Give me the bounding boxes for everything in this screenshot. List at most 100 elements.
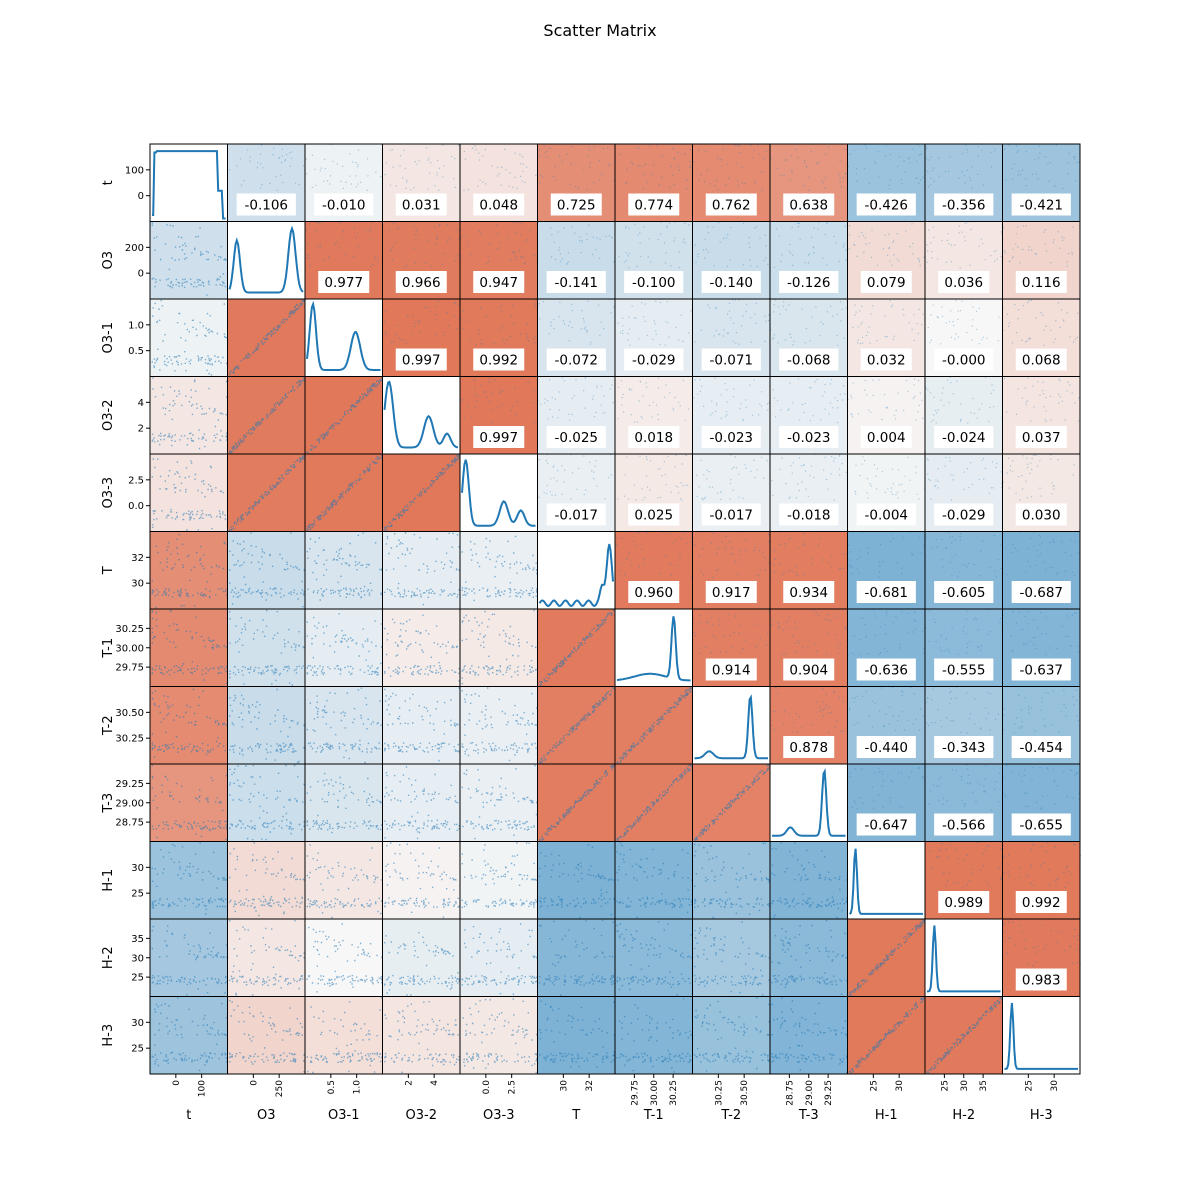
- x-tick-H-2-2: 35: [979, 1080, 989, 1091]
- y-tick-O3-0: 0: [138, 269, 144, 280]
- cell-O3-1-vs-O3-2: 0.997: [383, 300, 461, 371]
- cell-O3-2-vs-T-2: -0.023: [693, 377, 770, 448]
- cell-T-3-vs-T: [539, 764, 615, 841]
- cell-T-2-vs-H-3-corr-box: [1011, 736, 1071, 758]
- cell-H-1-vs-T-1-points: [616, 842, 693, 918]
- x-axis-label-H-3: H-3: [1030, 1108, 1053, 1123]
- cell-T-2-vs-H-2: -0.343: [926, 687, 1004, 758]
- cell-H-1-vs-t-background: [150, 841, 228, 919]
- cell-T-vs-T-2-corr-value: 0.917: [712, 585, 751, 601]
- kde-curve-O3: [228, 225, 304, 294]
- cell-H-1-vs-H-2: 0.989: [929, 841, 1002, 913]
- x-tick-O3-1-1: 1.0: [353, 1080, 363, 1095]
- cell-H-3-vs-H-2: [926, 997, 1003, 1074]
- cell-T-3-vs-O3-2-points: [384, 766, 460, 840]
- cell-O3-3-vs-T-3: -0.018: [771, 453, 848, 526]
- cell-T-3-vs-H-3-corr-box: [1011, 813, 1071, 836]
- cell-O3-2-vs-H-1: 0.004: [849, 376, 924, 448]
- cell-O3-1-vs-H-2-corr-value: -0.000: [942, 353, 986, 369]
- cell-H-2-vs-H-3-corr-value: 0.983: [1022, 973, 1061, 989]
- cell-H-3-vs-T-1: [616, 998, 693, 1073]
- cell-T-2-vs-O3-2-points: [384, 687, 460, 762]
- cell-H-2-vs-T-3: [771, 920, 848, 995]
- cell-t-vs-O3: -0.106: [229, 143, 305, 216]
- cell-O3-1-vs-H-3: 0.068: [1002, 299, 1079, 371]
- x-tick-O3-3-1: 2.5: [508, 1080, 518, 1094]
- cell-H-3-vs-T: [539, 1000, 615, 1068]
- cell-T-3-vs-T-3: [772, 768, 846, 837]
- cell-T-1-vs-O3-1: [306, 613, 383, 676]
- cell-O3-3-vs-H-1: -0.004: [854, 456, 926, 526]
- cell-T-2-vs-O3-1-background: [305, 686, 383, 764]
- cell-T-vs-H-1: -0.681: [848, 531, 926, 603]
- y-tick-H-2-1: 30: [131, 953, 144, 964]
- cell-T-3-vs-H-3-corr-value: -0.655: [1019, 818, 1063, 834]
- y-tick-T-1-2: 30.25: [115, 624, 144, 635]
- cell-O3-2-vs-H-3-corr-box: [1015, 426, 1067, 448]
- cell-T-1-vs-H-1-corr-box: [856, 658, 916, 681]
- cell-H-3-vs-O3-2-points: [384, 1001, 460, 1073]
- cell-O3-vs-T-1-corr-value: -0.100: [632, 275, 676, 291]
- y-axis-label-O3-2: O3-2: [101, 400, 116, 431]
- cell-O3-vs-H-3: 0.116: [1002, 225, 1081, 293]
- cell-T-3-vs-T-points: [539, 764, 615, 841]
- cell-T-2-vs-H-3-corr-value: -0.454: [1019, 740, 1063, 756]
- cell-H-2-vs-O3-background: [227, 919, 305, 997]
- cell-T-vs-T-3-corr-value: 0.934: [789, 585, 828, 601]
- cell-T-vs-O3-2-points: [384, 532, 460, 606]
- cell-H-2-vs-O3-3: [461, 923, 538, 995]
- cell-T-3-vs-H-1-corr-value: -0.647: [864, 818, 908, 834]
- cell-H-1-vs-T-background: [537, 841, 615, 919]
- cell-H-2-vs-H-3-corr-box: [1015, 968, 1067, 991]
- cell-T-vs-t: [151, 534, 228, 609]
- cell-H-1-vs-T: [539, 844, 615, 919]
- cell-O3-3-vs-T-1-corr-box: [628, 503, 680, 526]
- x-tick-H-1-1: 30: [895, 1080, 905, 1092]
- cell-H-3-vs-T-1-points: [616, 998, 693, 1073]
- axis-labels: t 0 100 t 0 100 O3 0 250 O3 0 200 O3-1 0.5 1.0 O3-1 0.5 1…: [101, 165, 1060, 1123]
- cell-O3-vs-T-3: -0.126: [773, 221, 847, 293]
- cell-O3-2-vs-T-2-points: [693, 377, 770, 422]
- cell-O3-3-vs-H-3-points: [1002, 454, 1075, 501]
- cell-T-3-vs-H-1: -0.647: [849, 767, 926, 836]
- cell-H-3-vs-O3: [229, 1000, 305, 1073]
- cell-T-vs-t-points: [151, 534, 228, 609]
- cell-T-2-vs-t: [151, 688, 227, 758]
- cell-O3-1-vs-O3-2-corr-value: 0.997: [402, 353, 441, 369]
- x-tick-O3-1-0: 0.5: [327, 1080, 337, 1094]
- cell-contents: -0.106 -0.010 0.031 0.048 0.725 0.774 0.762 0.6…: [151, 143, 1081, 1074]
- cell-O3-vs-H-1-corr-box: [860, 271, 912, 293]
- cell-t-vs-T: 0.725: [538, 145, 616, 216]
- cell-O3-vs-O3-1-corr-value: 0.977: [324, 275, 363, 291]
- x-axis-label-T-2: T-2: [720, 1108, 741, 1123]
- cell-T-vs-T-1-corr-box: [628, 581, 680, 603]
- cell-O3-1-vs-t: [151, 299, 228, 376]
- cell-O3-2-vs-T-1-points: [617, 377, 689, 423]
- y-tick-T-3-1: 29.00: [115, 798, 144, 809]
- y-tick-O3-1-1: 1.0: [128, 320, 144, 331]
- cell-T-1-vs-t-points: [151, 609, 228, 684]
- cell-t-vs-T-3-corr-box: [783, 193, 835, 216]
- cell-T-1-vs-t: [151, 609, 228, 684]
- cell-T-2-vs-T-3-corr-box: [783, 736, 835, 758]
- cell-O3-1-vs-t-points: [151, 299, 228, 376]
- cell-T-vs-O3-2: [384, 532, 460, 606]
- y-tick-H-2-2: 35: [131, 934, 144, 945]
- cell-O3-vs-H-1-corr-value: 0.079: [867, 275, 906, 291]
- cell-H-1-vs-H-2-points: [929, 841, 1002, 889]
- cell-O3-2-vs-H-3-points: [1004, 376, 1080, 422]
- cell-O3-3-vs-T: -0.017: [538, 453, 612, 526]
- cell-O3-vs-O3-1: 0.977: [306, 221, 379, 293]
- cell-H-1-vs-O3-3-background: [460, 841, 538, 919]
- cell-T-3-vs-T-background: [537, 764, 615, 842]
- cell-O3-1-vs-O3-background: [227, 299, 305, 377]
- cell-O3-3-vs-O3-2-points: [384, 454, 460, 531]
- cell-H-2-vs-O3-1-background: [305, 919, 383, 997]
- cell-O3-vs-O3-3-corr-box: [473, 271, 525, 293]
- cell-T-3-vs-O3-1: [306, 772, 383, 834]
- x-tick-O3-1: 250: [275, 1080, 285, 1097]
- cell-H-3-vs-H-3: [1004, 1002, 1078, 1070]
- cell-O3-vs-H-3-corr-box: [1015, 271, 1067, 293]
- cell-O3-vs-T-corr-box: [546, 271, 606, 293]
